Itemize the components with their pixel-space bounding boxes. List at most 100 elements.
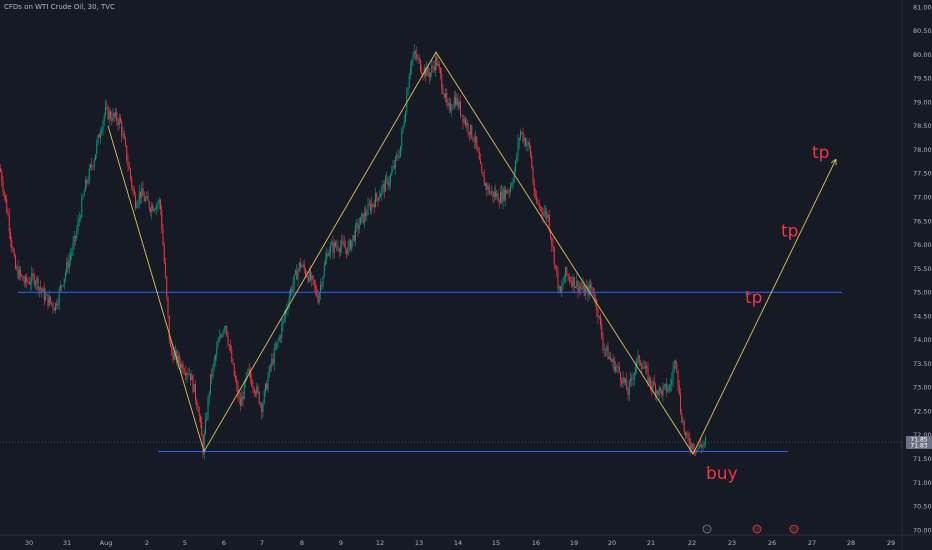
candle-body [593, 294, 595, 301]
candle-body [615, 366, 616, 372]
candle-body [510, 186, 511, 192]
candle-body [112, 113, 114, 121]
candle-body [26, 276, 28, 282]
candle-body [160, 200, 161, 210]
candle-body [660, 387, 661, 390]
candle-body [397, 155, 399, 158]
candle-body [503, 188, 505, 200]
candle-body [120, 117, 121, 123]
candle-body [290, 289, 291, 297]
candle-body [116, 112, 118, 122]
candle-body [142, 188, 144, 196]
candle-body [155, 209, 156, 210]
candle-body [340, 246, 341, 252]
tp-annotation: tp [812, 143, 829, 163]
candle-body [272, 359, 274, 364]
candle-body [563, 277, 565, 283]
candle-body [620, 372, 621, 380]
candle-body [227, 335, 229, 345]
candle-body [163, 245, 165, 263]
candle-body [122, 133, 124, 136]
candle-body [47, 294, 49, 306]
candle-body [413, 51, 415, 58]
candle-body [132, 186, 134, 191]
candle-body [558, 286, 560, 289]
candle-body [658, 387, 660, 395]
candle-body [532, 167, 534, 183]
candle-body [498, 201, 500, 204]
candle-body [625, 379, 626, 383]
candle-body [28, 281, 30, 285]
candle-body [646, 366, 648, 369]
candle-body [46, 294, 48, 296]
candle-body [355, 225, 356, 241]
candle-body [36, 278, 38, 283]
candle-body [193, 384, 195, 392]
candle-body [188, 373, 190, 375]
candle-body [428, 72, 430, 78]
candle-body [702, 443, 704, 448]
x-tick-label: 27 [808, 539, 816, 547]
candle-body [476, 136, 478, 148]
candle-body [492, 191, 494, 198]
candle-body [125, 138, 126, 146]
candle-body [266, 383, 268, 390]
candle-body [82, 195, 84, 199]
candle-body [390, 175, 391, 183]
x-tick-label: Aug [100, 539, 113, 547]
candle-body [507, 191, 509, 194]
candle-body [350, 240, 351, 250]
candle-body [90, 164, 91, 169]
candle-body [466, 122, 468, 126]
candle-body [171, 347, 173, 352]
candle-body [592, 287, 594, 295]
candle-body [366, 215, 368, 216]
candle-body [348, 240, 350, 246]
candle-body [685, 431, 686, 435]
candle-body [203, 433, 205, 455]
candle-body [16, 267, 18, 269]
candle-body [1, 171, 3, 183]
candle-body [676, 362, 678, 370]
candle-body [552, 245, 554, 248]
candle-body [330, 245, 331, 253]
candle-body [445, 93, 446, 98]
candle-body [418, 57, 420, 60]
candle-body [518, 138, 520, 142]
x-tick-label: 20 [608, 539, 616, 547]
x-tick-label: 15 [492, 539, 500, 547]
candle-body [50, 296, 51, 303]
candle-body [655, 384, 656, 395]
candle-body [293, 274, 295, 285]
candle-body [210, 374, 211, 394]
candle-body [327, 253, 329, 256]
candle-body [202, 436, 204, 455]
candle-body [308, 270, 310, 282]
candle-body [677, 369, 679, 386]
candle-body [208, 393, 210, 398]
candle-body [690, 445, 691, 449]
candle-body [533, 182, 535, 196]
candle-body [511, 184, 513, 187]
candle-body [123, 133, 125, 139]
candle-body [417, 57, 419, 59]
candle-body [352, 234, 354, 241]
candle-body [345, 247, 346, 249]
candle-body [607, 346, 609, 360]
candle-body [31, 273, 33, 284]
candle-body [458, 101, 460, 108]
candle-body [180, 363, 181, 369]
candle-body [6, 199, 8, 213]
candle-body [531, 155, 533, 168]
candle-body [505, 189, 506, 200]
candle-body [143, 195, 145, 202]
candle-body [535, 195, 536, 197]
candle-body [166, 277, 168, 297]
candle-body [653, 381, 655, 385]
candle-body [501, 191, 503, 202]
candle-body [200, 416, 201, 422]
candle-body [550, 230, 551, 238]
candle-body [471, 125, 473, 139]
x-tick-label: 9 [339, 539, 343, 547]
